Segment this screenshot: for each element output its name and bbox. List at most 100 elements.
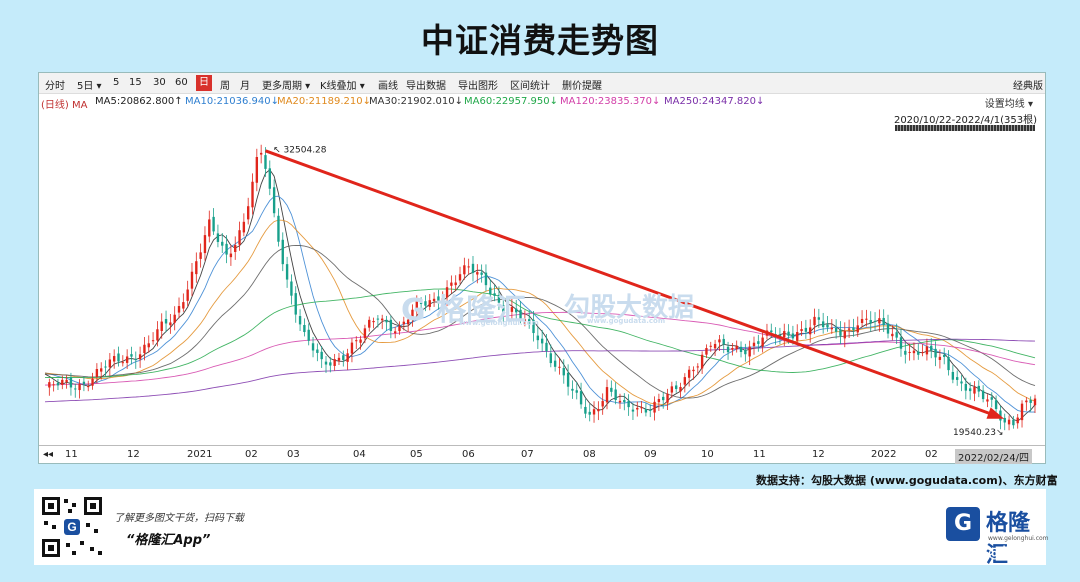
- candle-body: [316, 349, 319, 353]
- candle-body: [493, 293, 496, 296]
- candle-body: [623, 400, 626, 403]
- candle-body: [1029, 399, 1032, 403]
- toolbar-item[interactable]: 5日 ▾: [77, 81, 102, 92]
- candle-body: [186, 289, 189, 301]
- ma-line-5: [44, 169, 1036, 422]
- toolbar-item-active[interactable]: 日: [196, 75, 212, 91]
- toolbar-item[interactable]: 周: [220, 81, 230, 92]
- toolbar-item[interactable]: 导出图形: [458, 81, 498, 92]
- x-tick-label: 2021: [187, 449, 213, 460]
- candle-body: [636, 407, 639, 410]
- candle-body: [718, 339, 721, 343]
- candle-body: [770, 330, 773, 333]
- candle-body: [562, 367, 565, 376]
- toolbar-item[interactable]: 区间统计: [510, 81, 550, 92]
- candle-body: [964, 383, 968, 391]
- candle-body: [968, 388, 972, 392]
- candle-body: [674, 385, 678, 390]
- candle-body: [1003, 417, 1006, 423]
- candle-body: [56, 382, 60, 386]
- candle-body: [830, 327, 834, 330]
- candle-body: [938, 356, 942, 360]
- candle-body: [999, 410, 1002, 421]
- candle-body: [1007, 419, 1011, 425]
- ma-legend-item: MA250:24347.820↓: [664, 96, 765, 107]
- range-label: 2020/10/22-2022/4/1(353根): [893, 115, 1037, 126]
- candle-body: [597, 409, 600, 412]
- candle-body: [458, 274, 462, 281]
- toolbar-item[interactable]: 更多周期 ▾: [262, 81, 311, 92]
- candle-body: [579, 391, 583, 405]
- ma-legend-item: MA5:20862.800↑: [95, 96, 183, 107]
- toolbar-item[interactable]: 5: [113, 77, 120, 88]
- watermark-logo-2: 勾股大数据: [564, 293, 695, 323]
- qr-code-icon[interactable]: G: [40, 495, 104, 559]
- toolbar-item[interactable]: 月: [240, 81, 250, 92]
- candle-body: [48, 382, 51, 388]
- candle-body: [355, 340, 358, 342]
- candle-body: [990, 397, 993, 400]
- candle-body: [307, 329, 310, 341]
- toolbar-item[interactable]: 导出数据: [406, 81, 446, 92]
- candle-body: [696, 366, 699, 368]
- toolbar-item[interactable]: 分时: [45, 81, 65, 92]
- toolbar-item[interactable]: 画线: [378, 81, 398, 92]
- candle-body: [277, 215, 280, 242]
- candle-body: [640, 407, 643, 409]
- toolbar-item[interactable]: 30: [153, 77, 166, 88]
- candle-body: [445, 287, 449, 298]
- toolbar-item[interactable]: 60: [175, 77, 188, 88]
- candle-body: [337, 357, 341, 361]
- toolbar-item[interactable]: K线叠加 ▾: [320, 81, 365, 92]
- x-axis: ◂◂ 11 12 2021 02 03 04 05 06 07 08 09 10…: [39, 445, 1045, 464]
- x-tick-label: 05: [410, 449, 423, 460]
- logo-subtext: www.gelonghui.com: [988, 535, 1049, 542]
- candle-body: [281, 239, 284, 265]
- candle-body: [761, 337, 764, 347]
- candle-body: [143, 344, 146, 354]
- candle-body: [1025, 400, 1028, 403]
- candle-body: [381, 318, 384, 321]
- range-scrollbar[interactable]: [895, 125, 1035, 131]
- candle-body: [173, 314, 176, 323]
- candle-body: [532, 319, 535, 334]
- min-annotation: 19540.23↘: [953, 428, 1003, 438]
- candle-body: [873, 320, 877, 322]
- candle-body: [52, 384, 55, 386]
- candle-body: [865, 318, 868, 320]
- candle-body: [463, 265, 466, 275]
- candle-body: [899, 337, 903, 349]
- x-tick-label: 08: [583, 449, 596, 460]
- candle-body: [925, 346, 929, 355]
- candle-body: [679, 386, 682, 392]
- candle-body: [687, 369, 691, 378]
- settings-ma-dropdown[interactable]: 设置均线 ▾: [984, 99, 1033, 110]
- candle-body: [947, 357, 950, 371]
- candle-body: [977, 385, 980, 392]
- ma-line-20: [44, 219, 1036, 406]
- candle-body: [575, 390, 578, 393]
- toolbar-right[interactable]: 经典版: [1013, 81, 1043, 92]
- candle-body: [91, 378, 94, 386]
- candle-body: [895, 332, 898, 338]
- candle-body: [255, 157, 259, 183]
- candle-body: [138, 354, 142, 360]
- toolbar-item[interactable]: 15: [129, 77, 142, 88]
- candle-body: [653, 401, 656, 413]
- candle-body: [164, 318, 168, 324]
- candle-body: [869, 319, 872, 324]
- candle-body: [986, 399, 989, 402]
- candle-body: [1020, 403, 1024, 421]
- candle-body: [955, 377, 959, 380]
- candle-body: [182, 302, 185, 309]
- candle-body: [584, 406, 587, 414]
- candle-body: [860, 318, 864, 324]
- candle-body: [610, 387, 613, 392]
- candle-body: [229, 253, 233, 258]
- candle-body: [320, 351, 323, 360]
- candle-body: [796, 332, 799, 341]
- toolbar-item[interactable]: 删价提醒: [562, 81, 602, 92]
- candle-body: [117, 353, 120, 362]
- x-tick-highlight: 2022/02/24/四: [955, 449, 1033, 464]
- scroll-left-icon[interactable]: ◂◂: [43, 449, 54, 460]
